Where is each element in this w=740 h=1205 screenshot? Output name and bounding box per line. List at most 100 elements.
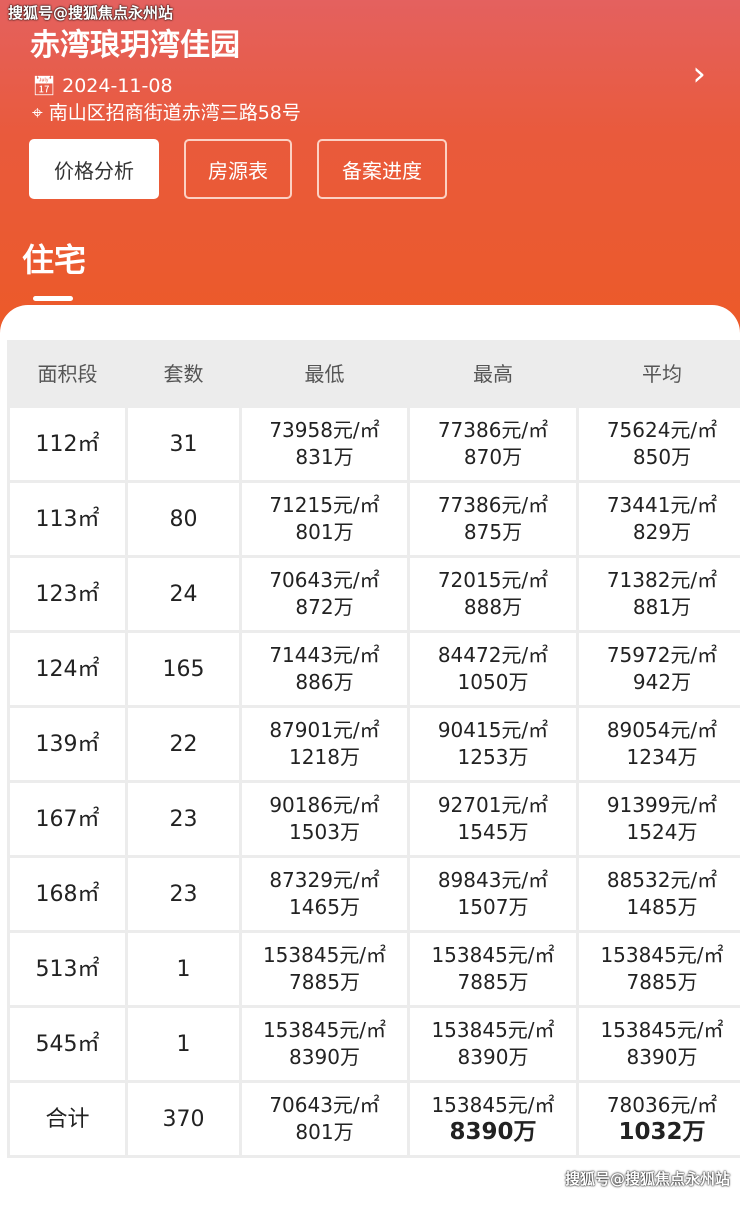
unit-price: 153845元/㎡ [600, 943, 724, 967]
watermark: 搜狐号@搜狐焦点永州站 [8, 4, 174, 22]
total-price: 1524万 [626, 820, 698, 844]
unit-price: 87329元/㎡ [269, 868, 380, 892]
avg-price-cell: 78036元/㎡ 1032万 [579, 1083, 740, 1155]
total-price: 886万 [295, 670, 354, 694]
max-price-cell: 153845元/㎡ 8390万 [410, 1083, 576, 1155]
total-price: 8390万 [457, 1045, 529, 1069]
total-price: 1050万 [457, 670, 529, 694]
max-price-cell: 84472元/㎡ 1050万 [410, 633, 576, 705]
unit-count: 24 [128, 558, 239, 630]
unit-price: 89054元/㎡ [606, 718, 718, 742]
total-price: 7885万 [626, 970, 698, 994]
price-analysis-button[interactable]: 价格分析 [29, 139, 159, 199]
unit-price: 78036元/㎡ [606, 1093, 718, 1117]
column-header: 最高 [410, 343, 576, 405]
unit-price: 73958元/㎡ [269, 418, 380, 442]
min-price-cell: 70643元/㎡ 872万 [242, 558, 407, 630]
table-row: 168㎡ 23 87329元/㎡ 1465万 89843元/㎡ 1507万 88532元/㎡… [10, 858, 740, 930]
total-price: 870万 [463, 445, 523, 469]
address-text: 南山区招商街道赤湾三路58号 [48, 102, 301, 124]
total-price: 1507万 [457, 895, 529, 919]
total-price: 942万 [632, 670, 692, 694]
total-price: 850万 [632, 445, 692, 469]
unit-price: 71443元/㎡ [269, 643, 380, 667]
unit-price: 72015元/㎡ [437, 568, 549, 592]
column-header: 最低 [242, 343, 407, 405]
table-row: 112㎡ 31 73958元/㎡ 831万 77386元/㎡ 870万 75624元/㎡ 85… [10, 408, 740, 480]
watermark-bottom: 搜狐号@搜狐焦点永州站 [564, 1170, 730, 1188]
min-price-cell: 153845元/㎡ 7885万 [242, 933, 407, 1005]
location-pin-icon: ⌖ [32, 102, 43, 124]
project-date: 📅︎ 2024-11-08 [32, 74, 173, 98]
project-header: 搜狐号@搜狐焦点永州站 赤湾琅玥湾佳园 📅︎ 2024-11-08 ⌖ 南山区招… [0, 0, 740, 340]
table-row: 545㎡ 1 153845元/㎡ 8390万 153845元/㎡ 8390万 153845元… [10, 1008, 740, 1080]
unit-count: 22 [128, 708, 239, 780]
min-price-cell: 71443元/㎡ 886万 [242, 633, 407, 705]
min-price-cell: 87329元/㎡ 1465万 [242, 858, 407, 930]
project-title: 赤湾琅玥湾佳园 [30, 28, 240, 63]
table-row: 167㎡ 23 90186元/㎡ 1503万 92701元/㎡ 1545万 91399元/㎡… [10, 783, 740, 855]
unit-price: 153845元/㎡ [600, 1018, 724, 1042]
total-price: 1032万 [618, 1119, 706, 1145]
avg-price-cell: 75972元/㎡ 942万 [579, 633, 740, 705]
total-price: 7885万 [289, 970, 360, 994]
max-price-cell: 90415元/㎡ 1253万 [410, 708, 576, 780]
listing-table-button[interactable]: 房源表 [184, 139, 292, 199]
total-price: 872万 [295, 595, 354, 619]
filing-progress-button[interactable]: 备案进度 [317, 139, 447, 199]
area-range: 168㎡ [10, 858, 125, 930]
area-range: 545㎡ [10, 1008, 125, 1080]
unit-count: 23 [128, 783, 239, 855]
avg-price-cell: 153845元/㎡ 8390万 [579, 1008, 740, 1080]
unit-price: 92701元/㎡ [437, 793, 549, 817]
total-price: 829万 [632, 520, 692, 544]
price-table: 面积段 套数 最低 最高 平均 112㎡ 31 73958元/㎡ 831万 77386元/㎡ 87… [7, 340, 740, 1158]
min-price-cell: 90186元/㎡ 1503万 [242, 783, 407, 855]
unit-price: 73441元/㎡ [606, 493, 718, 517]
max-price-cell: 77386元/㎡ 875万 [410, 483, 576, 555]
total-price: 801万 [295, 1120, 354, 1144]
unit-price: 153845元/㎡ [262, 1018, 387, 1042]
unit-count: 31 [128, 408, 239, 480]
tab-residential[interactable]: 住宅 [22, 241, 87, 279]
total-price: 8390万 [626, 1045, 698, 1069]
unit-price: 91399元/㎡ [606, 793, 718, 817]
avg-price-cell: 89054元/㎡ 1234万 [579, 708, 740, 780]
total-price: 1503万 [289, 820, 360, 844]
unit-count: 1 [128, 1008, 239, 1080]
max-price-cell: 92701元/㎡ 1545万 [410, 783, 576, 855]
avg-price-cell: 153845元/㎡ 7885万 [579, 933, 740, 1005]
project-address: ⌖ 南山区招商街道赤湾三路58号 [32, 101, 301, 125]
table-row: 139㎡ 22 87901元/㎡ 1218万 90415元/㎡ 1253万 89054元/㎡… [10, 708, 740, 780]
total-price: 881万 [632, 595, 692, 619]
unit-price: 75624元/㎡ [606, 418, 718, 442]
max-price-cell: 153845元/㎡ 7885万 [410, 933, 576, 1005]
total-price: 1465万 [289, 895, 360, 919]
tab-underline [33, 296, 73, 301]
area-range: 139㎡ [10, 708, 125, 780]
avg-price-cell: 73441元/㎡ 829万 [579, 483, 740, 555]
avg-price-cell: 88532元/㎡ 1485万 [579, 858, 740, 930]
area-range: 123㎡ [10, 558, 125, 630]
unit-count: 165 [128, 633, 239, 705]
unit-price: 153845元/㎡ [431, 1018, 555, 1042]
total-price: 1234万 [626, 745, 698, 769]
unit-price: 153845元/㎡ [431, 943, 555, 967]
column-header: 面积段 [10, 343, 125, 405]
unit-price: 89843元/㎡ [437, 868, 549, 892]
area-range: 167㎡ [10, 783, 125, 855]
unit-count: 23 [128, 858, 239, 930]
date-text: 2024-11-08 [62, 75, 173, 97]
min-price-cell: 71215元/㎡ 801万 [242, 483, 407, 555]
total-price: 1545万 [457, 820, 529, 844]
table-row: 124㎡ 165 71443元/㎡ 886万 84472元/㎡ 1050万 75972元/㎡… [10, 633, 740, 705]
total-price: 801万 [295, 520, 354, 544]
area-range: 113㎡ [10, 483, 125, 555]
total-price: 1485万 [626, 895, 698, 919]
max-price-cell: 89843元/㎡ 1507万 [410, 858, 576, 930]
total-price: 875万 [463, 520, 523, 544]
chevron-right-icon[interactable]: › [692, 54, 706, 94]
unit-price: 77386元/㎡ [437, 418, 549, 442]
unit-price: 87901元/㎡ [269, 718, 380, 742]
unit-price: 71215元/㎡ [269, 493, 380, 517]
